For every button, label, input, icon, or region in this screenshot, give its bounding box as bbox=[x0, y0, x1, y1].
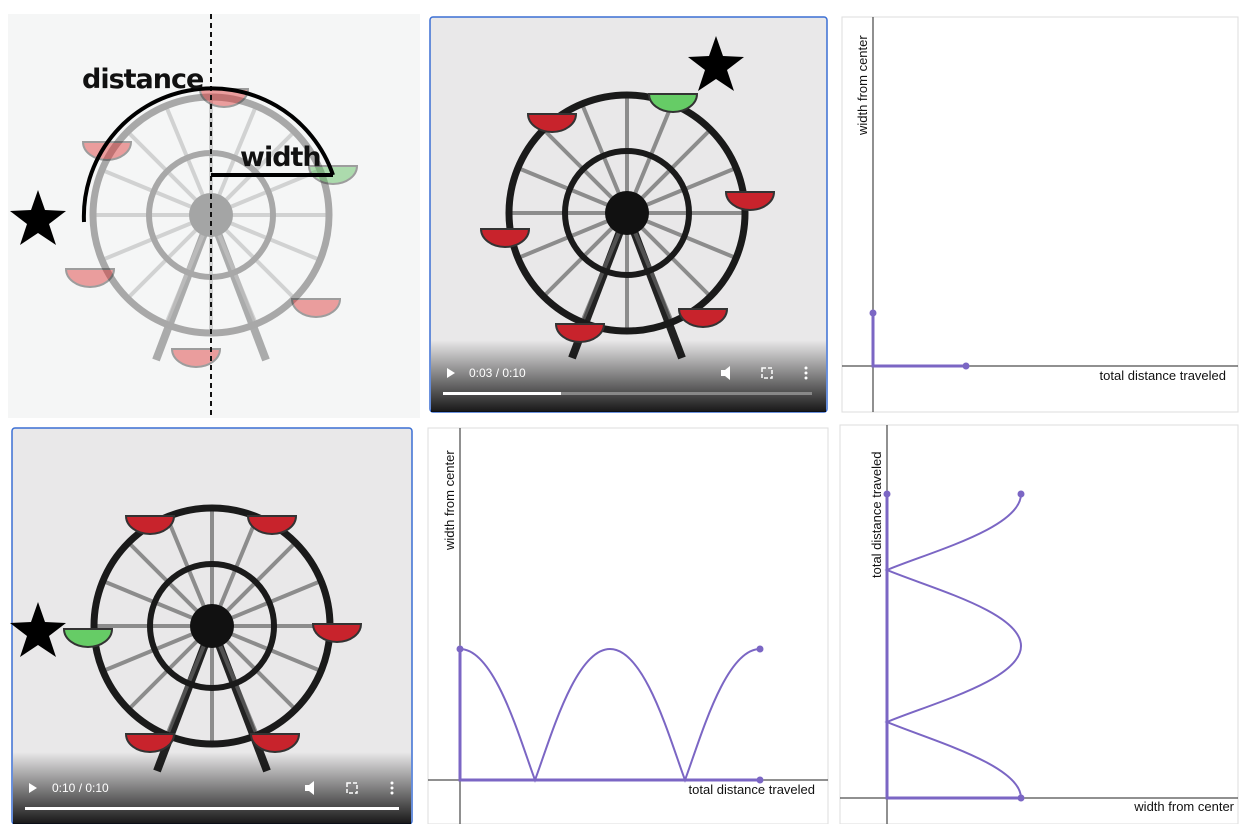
video-time: 0:10 / 0:10 bbox=[52, 781, 109, 795]
video-time: 0:03 / 0:10 bbox=[469, 366, 526, 380]
x-axis-label: total distance traveled bbox=[689, 782, 815, 797]
y-axis-label: width from center bbox=[855, 35, 870, 136]
x-axis-label: total distance traveled bbox=[1100, 368, 1226, 383]
distance-label: distance bbox=[82, 64, 203, 95]
width-label: width bbox=[240, 142, 321, 173]
y-axis-label: total distance traveled bbox=[869, 452, 884, 578]
page: distance width 0:03 / 0:10 width from ce… bbox=[0, 0, 1239, 824]
menu-button[interactable] bbox=[391, 782, 394, 795]
graph-middle: width from center total distance travele… bbox=[428, 428, 828, 824]
graph-right: total distance traveled width from cente… bbox=[840, 425, 1238, 824]
progress bbox=[443, 392, 561, 395]
y-axis-label: width from center bbox=[442, 450, 457, 551]
video-top: 0:03 / 0:10 bbox=[430, 17, 827, 412]
video-bottom: 0:10 / 0:10 bbox=[10, 428, 412, 824]
progress bbox=[25, 807, 399, 810]
illustration: distance width bbox=[8, 14, 420, 418]
graph-top: width from center total distance travele… bbox=[842, 17, 1238, 412]
x-axis-label: width from center bbox=[1133, 799, 1234, 814]
menu-button[interactable] bbox=[805, 367, 808, 380]
